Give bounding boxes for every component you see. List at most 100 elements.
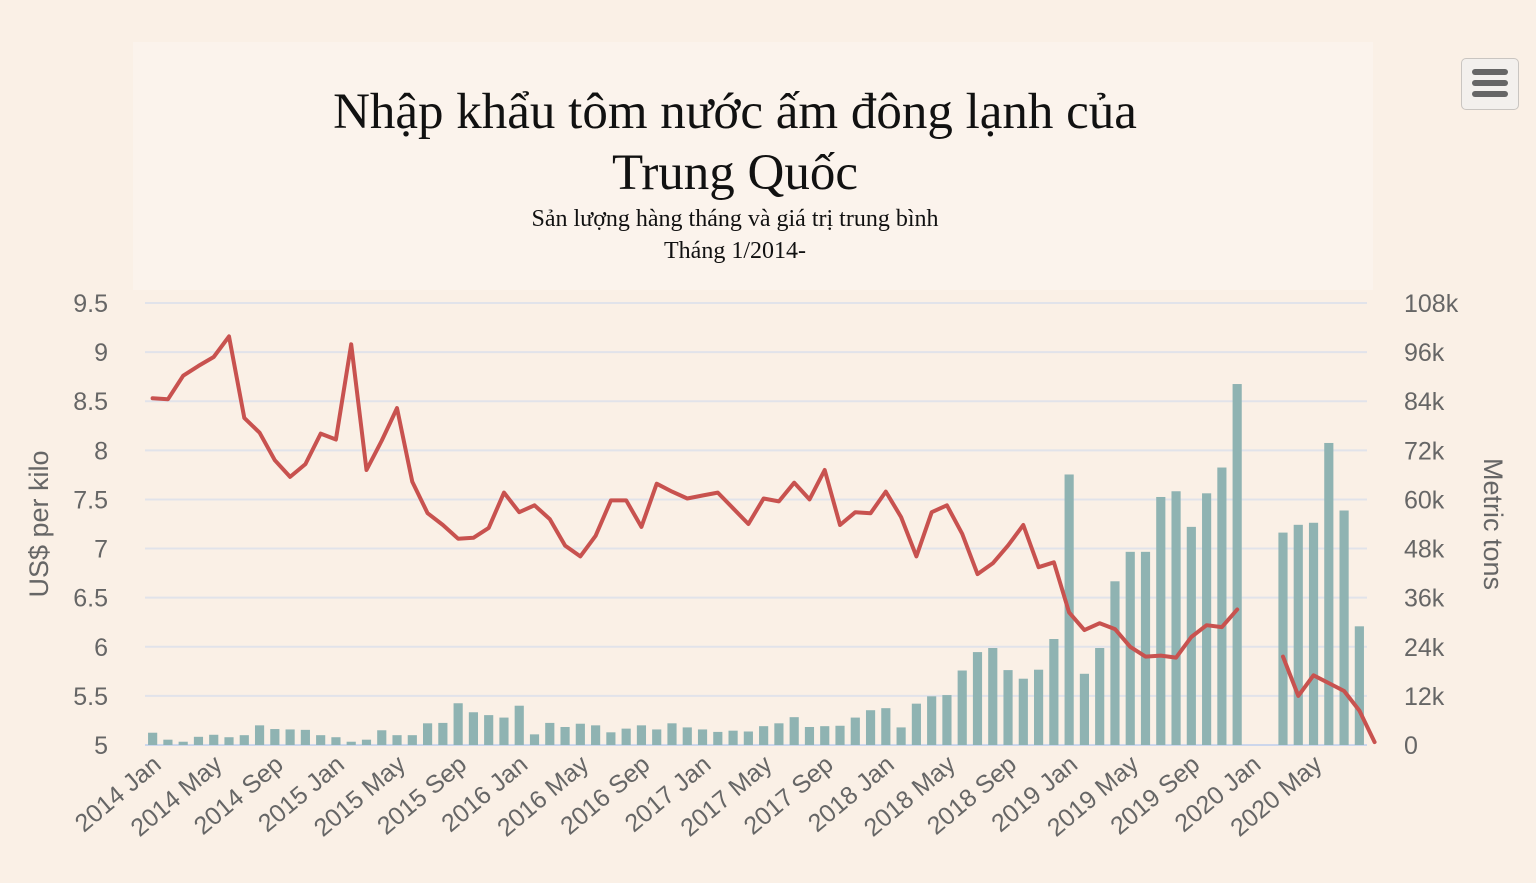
bar (972, 652, 983, 745)
bar (254, 725, 265, 745)
y-right-tick-label: 84k (1404, 388, 1445, 416)
bar (178, 741, 188, 745)
y-left-tick-label: 8.5 (73, 388, 108, 416)
bar (636, 725, 647, 745)
y-right-tick-label: 48k (1404, 536, 1445, 564)
bar (896, 727, 906, 745)
y-right-tick-label: 108k (1404, 290, 1459, 318)
bar (453, 703, 463, 745)
chart-subtitle-line1: Sản lượng hàng tháng và giá trị trung bì… (531, 206, 939, 232)
bar (316, 735, 326, 745)
y-right-tick-label: 12k (1404, 683, 1445, 711)
bar (209, 734, 219, 745)
chart-subtitle-line2: Tháng 1/2014- (664, 238, 806, 264)
bar (1110, 581, 1120, 745)
bar (606, 732, 616, 745)
bar (407, 735, 417, 745)
bar (468, 712, 478, 745)
bar (713, 731, 723, 745)
bar (270, 729, 280, 745)
bar (591, 725, 601, 745)
bar (1003, 670, 1013, 745)
y-left-tick-label: 8 (94, 437, 108, 465)
bar (560, 726, 570, 745)
bar (1293, 524, 1303, 745)
bar (911, 703, 921, 745)
y-right-tick-label: 60k (1404, 486, 1445, 514)
bar (1354, 626, 1364, 745)
bar (743, 731, 753, 745)
bar (667, 723, 677, 745)
bar (957, 670, 967, 745)
bar (438, 722, 448, 745)
bar (652, 729, 662, 745)
bar (361, 739, 372, 745)
bar (728, 730, 738, 745)
bar (193, 736, 204, 745)
hamburger-menu-icon[interactable] (1461, 58, 1519, 110)
bar (1339, 510, 1349, 745)
bar (545, 722, 555, 745)
y-left-tick-label: 6.5 (73, 585, 108, 613)
bar (865, 710, 876, 745)
chart-header-panel (133, 42, 1373, 290)
y-left-tick-label: 5.5 (73, 683, 108, 711)
bar (1324, 442, 1334, 745)
y-left-tick-label: 9.5 (73, 290, 108, 318)
bar (163, 739, 173, 745)
bar (346, 741, 356, 745)
bar (499, 717, 509, 745)
bar (300, 729, 310, 745)
bar (820, 726, 830, 745)
bar (1278, 532, 1288, 745)
bar (1079, 673, 1089, 745)
bar (789, 717, 799, 745)
y-left-tick-label: 7 (94, 536, 108, 564)
y-right-tick-label: 36k (1404, 585, 1445, 613)
grid-lines (145, 302, 1367, 746)
bar (697, 729, 708, 745)
bar (1018, 678, 1028, 745)
bar (942, 695, 952, 745)
bar (682, 727, 692, 745)
bar (1232, 384, 1242, 745)
bar (575, 723, 585, 745)
y-right-tick-label: 0 (1404, 732, 1418, 760)
y-right-tick-label: 24k (1404, 634, 1445, 662)
y-right-tick-label: 72k (1404, 437, 1445, 465)
bar (759, 726, 769, 745)
y-left-tick-label: 5 (94, 732, 108, 760)
bar (377, 730, 387, 745)
y-left-axis-title: US$ per kilo (24, 450, 54, 597)
y-right-tick-label: 96k (1404, 339, 1445, 367)
bar (224, 737, 234, 745)
bar (621, 728, 631, 745)
bar (239, 735, 249, 745)
bar (850, 717, 860, 745)
bar (285, 729, 295, 745)
line-series (150, 334, 1377, 745)
bar (392, 735, 402, 745)
bar (1171, 491, 1181, 745)
y-left-tick-label: 9 (94, 339, 108, 367)
bar (1308, 522, 1319, 745)
y-left-tick-label: 6 (94, 634, 108, 662)
bar (988, 648, 998, 745)
bar (514, 705, 524, 745)
price-line (150, 334, 1377, 745)
y-right-axis-title: Metric tons (1478, 458, 1508, 590)
bar (148, 732, 158, 745)
bar (331, 737, 341, 745)
bar (927, 696, 937, 745)
bar (1095, 648, 1105, 745)
bar (835, 725, 845, 745)
bar (1140, 551, 1151, 745)
bar (423, 723, 433, 745)
bar (1034, 669, 1044, 745)
bar (1217, 467, 1227, 745)
bar (804, 726, 815, 745)
bar (529, 734, 540, 745)
chart-title: Nhập khẩu tôm nước ấm đông lạnh của Trun… (333, 84, 1137, 201)
bar (881, 708, 891, 745)
